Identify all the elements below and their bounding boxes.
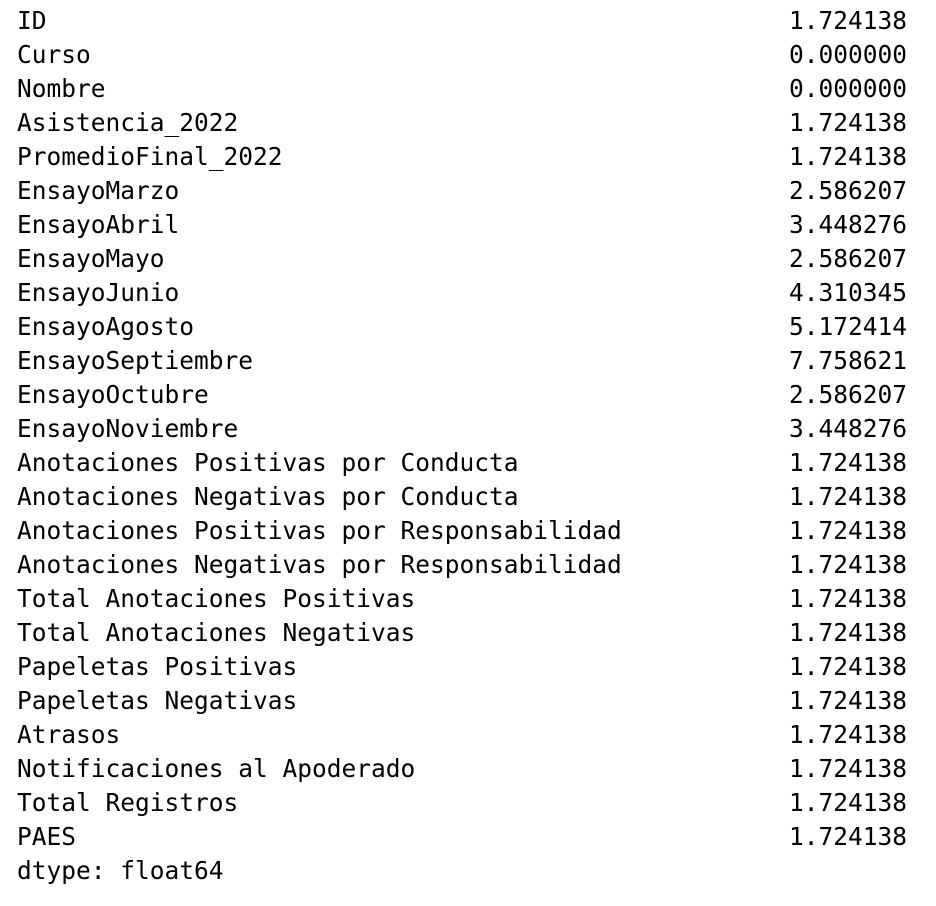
series-row: Asistencia_2022 1.724138 [17, 106, 907, 140]
row-label: EnsayoOctubre [17, 380, 209, 409]
series-row: Papeletas Negativas 1.724138 [17, 684, 907, 718]
series-row: Anotaciones Negativas por Conducta 1.7241… [17, 480, 907, 514]
row-value: 0.000000 [788, 40, 907, 69]
row-value: 2.586207 [788, 380, 907, 409]
row-value: 3.448276 [788, 210, 907, 239]
row-label: EnsayoSeptiembre [17, 346, 254, 375]
row-value: 1.724138 [788, 652, 907, 681]
series-row: Anotaciones Positivas por Responsabilida… [17, 514, 907, 548]
row-value: 1.724138 [788, 584, 907, 613]
row-label: EnsayoMayo [17, 244, 165, 273]
series-row: EnsayoAbril 3.448276 [17, 208, 907, 242]
row-label: Total Anotaciones Negativas [17, 618, 416, 647]
row-value: 2.586207 [788, 244, 907, 273]
series-row: EnsayoJunio 4.310345 [17, 276, 907, 310]
series-row: Curso 0.000000 [17, 38, 907, 72]
row-label: Asistencia_2022 [17, 108, 239, 137]
dtype-line: dtype: float64 [17, 856, 224, 885]
row-value: 7.758621 [788, 346, 907, 375]
row-label: ID [17, 6, 47, 35]
series-row: Total Anotaciones Positivas 1.724138 [17, 582, 907, 616]
row-label: Total Registros [17, 788, 239, 817]
row-label: EnsayoNoviembre [17, 414, 239, 443]
row-value: 0.000000 [788, 74, 907, 103]
series-row: EnsayoOctubre 2.586207 [17, 378, 907, 412]
series-row: EnsayoSeptiembre 7.758621 [17, 344, 907, 378]
series-rows: ID 1.724138 Curso 0.000000 Nombre 0.000000 Asi… [17, 4, 936, 854]
row-label: Anotaciones Positivas por Conducta [17, 448, 519, 477]
row-label: Curso [17, 40, 91, 69]
row-value: 1.724138 [788, 482, 907, 511]
row-label: Nombre [17, 74, 106, 103]
row-label: Anotaciones Positivas por Responsabilida… [17, 516, 622, 545]
row-label: EnsayoAgosto [17, 312, 195, 341]
row-value: 2.586207 [788, 176, 907, 205]
row-value: 1.724138 [788, 822, 907, 851]
row-label: EnsayoJunio [17, 278, 180, 307]
series-row: Anotaciones Negativas por Responsabilida… [17, 548, 907, 582]
series-row: Nombre 0.000000 [17, 72, 907, 106]
row-value: 4.310345 [788, 278, 907, 307]
row-label: Papeletas Positivas [17, 652, 298, 681]
series-row: Total Registros 1.724138 [17, 786, 907, 820]
series-row: Atrasos 1.724138 [17, 718, 907, 752]
series-row: PAES 1.724138 [17, 820, 907, 854]
row-value: 1.724138 [788, 516, 907, 545]
series-row: Anotaciones Positivas por Conducta 1.7241… [17, 446, 907, 480]
row-value: 1.724138 [788, 448, 907, 477]
row-label: EnsayoAbril [17, 210, 180, 239]
row-value: 1.724138 [788, 6, 907, 35]
row-value: 1.724138 [788, 618, 907, 647]
series-row: Total Anotaciones Negativas 1.724138 [17, 616, 907, 650]
row-value: 5.172414 [788, 312, 907, 341]
row-label: EnsayoMarzo [17, 176, 180, 205]
series-row: ID 1.724138 [17, 4, 907, 38]
series-row: EnsayoMarzo 2.586207 [17, 174, 907, 208]
row-label: PromedioFinal_2022 [17, 142, 283, 171]
row-value: 1.724138 [788, 720, 907, 749]
row-label: Anotaciones Negativas por Conducta [17, 482, 519, 511]
row-value: 1.724138 [788, 108, 907, 137]
row-label: PAES [17, 822, 77, 851]
row-value: 1.724138 [788, 550, 907, 579]
row-label: Papeletas Negativas [17, 686, 298, 715]
row-value: 1.724138 [788, 754, 907, 783]
row-label: Atrasos [17, 720, 121, 749]
series-row: EnsayoAgosto 5.172414 [17, 310, 907, 344]
series-row: Notificaciones al Apoderado 1.724138 [17, 752, 907, 786]
series-row: Papeletas Positivas 1.724138 [17, 650, 907, 684]
row-label: Total Anotaciones Positivas [17, 584, 416, 613]
series-row: PromedioFinal_2022 1.724138 [17, 140, 907, 174]
row-value: 3.448276 [788, 414, 907, 443]
series-row: EnsayoNoviembre 3.448276 [17, 412, 907, 446]
row-label: Notificaciones al Apoderado [17, 754, 416, 783]
row-value: 1.724138 [788, 686, 907, 715]
series-row: EnsayoMayo 2.586207 [17, 242, 907, 276]
row-value: 1.724138 [788, 788, 907, 817]
row-value: 1.724138 [788, 142, 907, 171]
row-label: Anotaciones Negativas por Responsabilida… [17, 550, 622, 579]
